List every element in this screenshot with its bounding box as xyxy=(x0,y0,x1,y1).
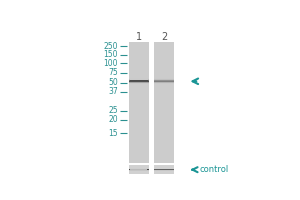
Text: 250: 250 xyxy=(103,42,118,51)
Text: control: control xyxy=(199,165,228,174)
Text: 150: 150 xyxy=(103,50,118,59)
Text: 25: 25 xyxy=(108,106,118,115)
Text: 50: 50 xyxy=(108,78,118,87)
Text: 1: 1 xyxy=(136,32,142,42)
Bar xyxy=(154,42,174,163)
Bar xyxy=(129,165,148,174)
Text: 75: 75 xyxy=(108,68,118,77)
Text: 37: 37 xyxy=(108,87,118,96)
Text: 2: 2 xyxy=(161,32,167,42)
Bar xyxy=(154,165,174,174)
Text: 20: 20 xyxy=(108,115,118,124)
Text: 100: 100 xyxy=(103,59,118,68)
Text: 15: 15 xyxy=(108,129,118,138)
Bar xyxy=(129,42,148,163)
